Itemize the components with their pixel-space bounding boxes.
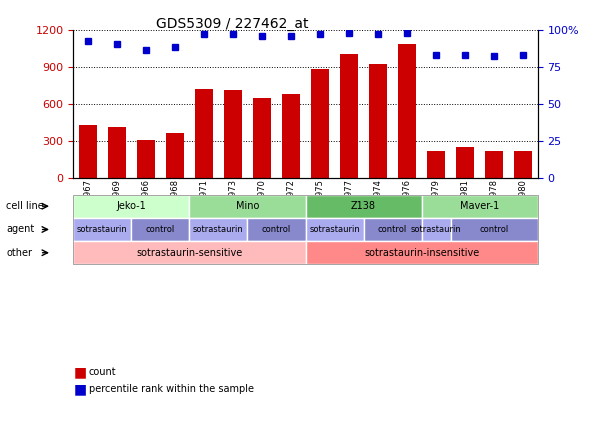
Text: count: count — [89, 367, 116, 377]
Text: GDS5309 / 227462_at: GDS5309 / 227462_at — [156, 17, 309, 31]
Text: control: control — [262, 225, 291, 234]
Text: Maver-1: Maver-1 — [460, 201, 499, 211]
Bar — [485, 151, 503, 178]
Text: sotrastaurin: sotrastaurin — [77, 225, 128, 234]
Bar — [108, 127, 126, 178]
Text: cell line: cell line — [6, 201, 44, 211]
Text: control: control — [378, 225, 407, 234]
Text: sotrastaurin: sotrastaurin — [309, 225, 360, 234]
Bar — [166, 133, 184, 178]
Text: control: control — [480, 225, 509, 234]
Text: Mino: Mino — [236, 201, 259, 211]
Text: sotrastaurin: sotrastaurin — [193, 225, 244, 234]
Text: agent: agent — [6, 225, 34, 234]
Bar — [282, 94, 299, 178]
Text: control: control — [146, 225, 175, 234]
Bar — [137, 140, 155, 178]
Bar — [311, 69, 329, 178]
Bar — [456, 147, 474, 178]
Text: Z138: Z138 — [351, 201, 376, 211]
Text: ■: ■ — [73, 365, 86, 379]
Bar — [398, 44, 415, 178]
Bar — [224, 90, 241, 178]
Text: percentile rank within the sample: percentile rank within the sample — [89, 384, 254, 394]
Text: sotrastaurin: sotrastaurin — [411, 225, 461, 234]
Bar — [369, 64, 387, 178]
Text: Jeko-1: Jeko-1 — [117, 201, 146, 211]
Bar — [340, 54, 357, 178]
Text: other: other — [6, 248, 32, 258]
Text: sotrastaurin-insensitive: sotrastaurin-insensitive — [364, 248, 479, 258]
Text: sotrastaurin-sensitive: sotrastaurin-sensitive — [136, 248, 243, 258]
Bar — [514, 151, 532, 178]
Text: ■: ■ — [73, 382, 86, 396]
Bar — [254, 98, 271, 178]
Bar — [196, 89, 213, 178]
Bar — [427, 151, 445, 178]
Bar — [79, 125, 97, 178]
